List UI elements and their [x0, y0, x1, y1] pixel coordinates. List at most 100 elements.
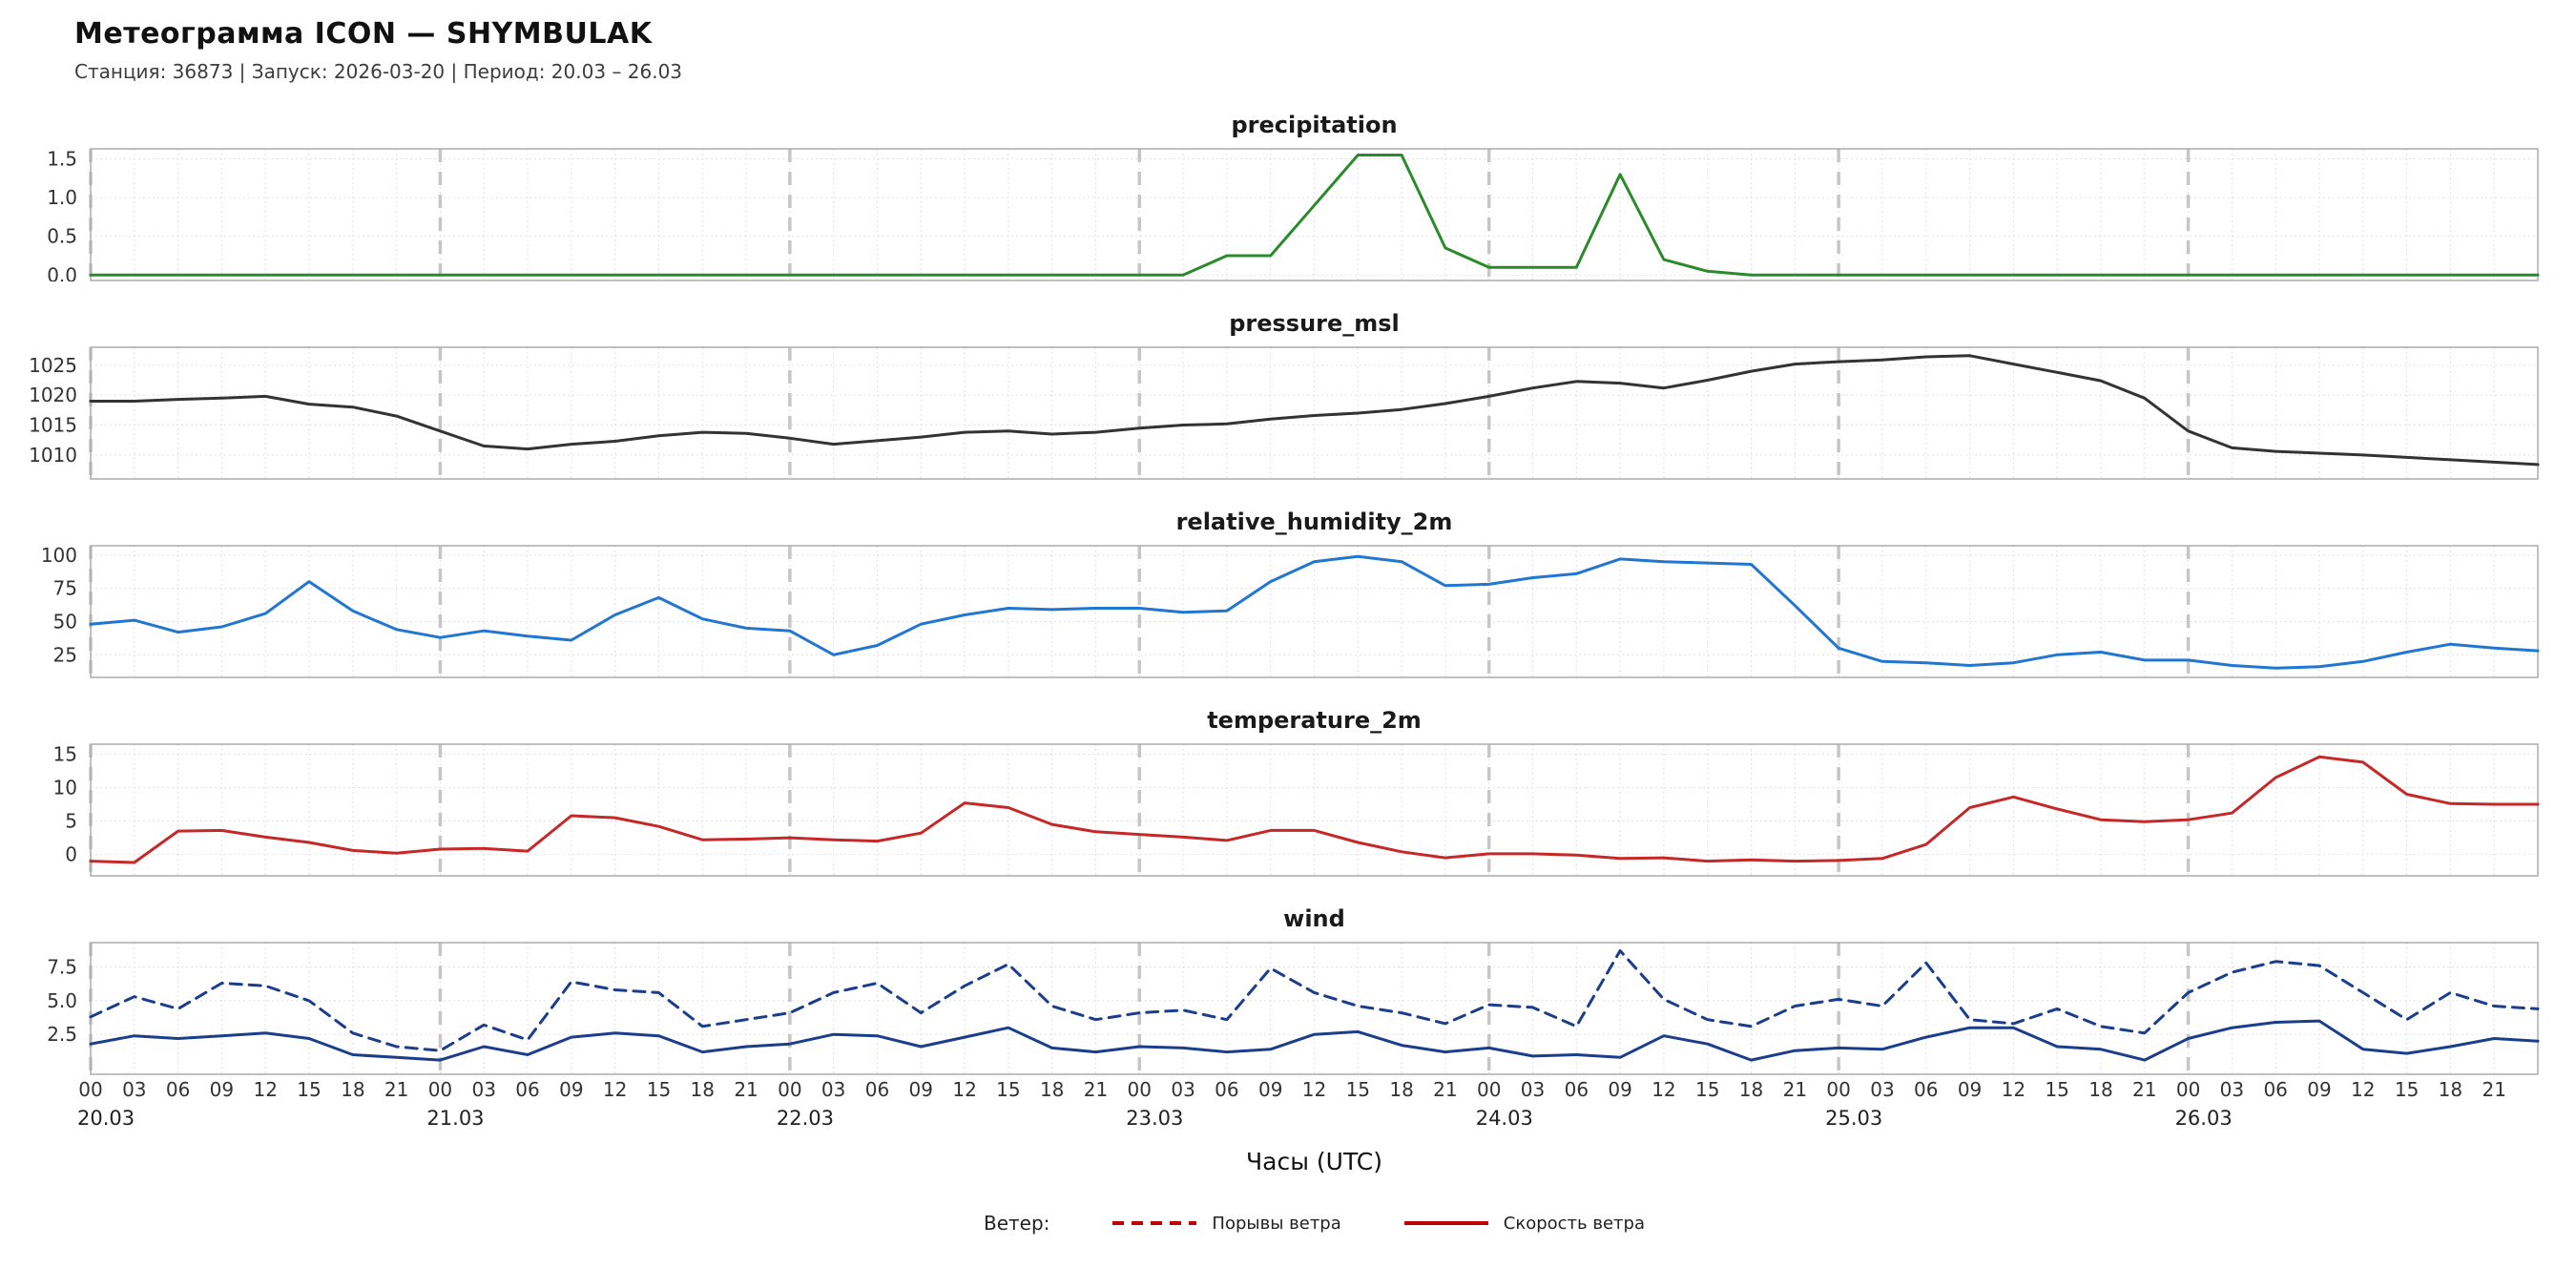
x-tick-label: 03 [1521, 1078, 1545, 1101]
x-tick-label: 18 [341, 1078, 364, 1101]
chart-panel-relative_humidity_2m: relative_humidity_2m 25 50 75 100 [0, 509, 2576, 678]
legend-item-speed: Скорость ветра [1402, 1214, 1645, 1234]
chart-panel-wind: wind 2.5 5.0 7.5 [0, 905, 2576, 1075]
y-tick-label: 1.0 [47, 186, 77, 209]
x-tick-label: 03 [2220, 1078, 2244, 1101]
date-label: 22.03 [777, 1107, 834, 1130]
date-label: 21.03 [426, 1107, 484, 1130]
x-tick-label: 18 [2439, 1078, 2462, 1101]
x-tick-label: 00 [1128, 1078, 1152, 1101]
x-tick-label: 21 [1084, 1078, 1108, 1101]
y-tick-label: 1020 [29, 384, 77, 406]
wind-gusts-line [89, 949, 2540, 1052]
chart-title-wind: wind [1283, 905, 1345, 932]
y-tick-label: 0.5 [47, 225, 77, 248]
x-tick-label: 06 [865, 1078, 889, 1101]
y-tick-label: 50 [53, 610, 77, 633]
panel-border [90, 545, 2539, 678]
y-tick-label: 25 [53, 643, 77, 666]
panel-border [90, 743, 2539, 877]
x-tick-label: 09 [1258, 1078, 1282, 1101]
temperature_2m-plot: 0 5 10 15 [53, 743, 2540, 877]
pressure_msl-plot: 1010 1015 1020 1025 [29, 346, 2540, 480]
x-tick-label: 06 [2263, 1078, 2287, 1101]
chart-panel-pressure_msl: pressure_msl 1010 1015 1020 1025 [0, 310, 2576, 480]
x-tick-label: 12 [2002, 1078, 2025, 1101]
x-tick-label: 21 [1433, 1078, 1457, 1101]
date-label: 26.03 [2175, 1107, 2233, 1130]
date-label: 24.03 [1476, 1107, 1533, 1130]
x-tick-label: 06 [166, 1078, 190, 1101]
x-tick-label: 18 [2088, 1078, 2112, 1101]
x-tick-label: 12 [603, 1078, 627, 1101]
x-tick-label: 18 [1040, 1078, 1064, 1101]
x-tick-label: 00 [2176, 1078, 2200, 1101]
x-tick-label: 21 [384, 1078, 408, 1101]
x-tick-label: 12 [1302, 1078, 1326, 1101]
header: Метеограмма ICON — SHYMBULAK Станция: 36… [0, 0, 2576, 83]
relative_humidity_2m-line [89, 554, 2540, 670]
date-label: 20.03 [77, 1107, 135, 1130]
page-title: Метеограмма ICON — SHYMBULAK [74, 17, 653, 51]
x-tick-label: 09 [2307, 1078, 2331, 1101]
x-tick-label: 09 [909, 1078, 933, 1101]
chart-panel-precipitation: precipitation 0.0 0.5 1.0 1.5 [0, 112, 2576, 281]
x-tick-label: 00 [1826, 1078, 1850, 1101]
y-tick-label: 1.5 [47, 148, 77, 171]
page-subtitle: Станция: 36873 | Запуск: 2026-03-20 | Пе… [74, 60, 683, 83]
x-tick-label: 00 [1477, 1078, 1501, 1101]
y-tick-label: 5.0 [47, 989, 77, 1012]
y-tick-label: 10 [53, 777, 77, 800]
x-tick-label: 21 [2482, 1078, 2505, 1101]
x-tick-label: 03 [1171, 1078, 1195, 1101]
x-tick-label: 03 [1870, 1078, 1894, 1101]
x-tick-label: 09 [210, 1078, 234, 1101]
x-tick-label: 06 [1215, 1078, 1238, 1101]
y-tick-label: 0.0 [47, 263, 77, 281]
x-tick-label: 21 [1783, 1078, 1807, 1101]
panel-border [90, 346, 2539, 480]
y-tick-label: 15 [53, 743, 77, 766]
y-tick-label: 5 [65, 810, 77, 833]
grid [91, 347, 2538, 479]
x-axis-title: Часы (UTC) [1246, 1148, 1382, 1175]
x-axis: 00 03 06 09 12 15 18 21 00 03 06 09 12 15 18 21 00 03 06 09… [77, 1078, 2506, 1130]
x-tick-label: 06 [1565, 1078, 1589, 1101]
y-tick-label: 100 [41, 545, 77, 567]
y-tick-label: 1015 [29, 414, 77, 437]
x-tick-label: 03 [122, 1078, 146, 1101]
x-tick-label: 15 [1695, 1078, 1719, 1101]
precipitation-line [89, 154, 2540, 277]
x-tick-label: 03 [472, 1078, 496, 1101]
x-tick-label: 15 [647, 1078, 671, 1101]
x-tick-label: 15 [996, 1078, 1020, 1101]
x-tick-label: 18 [1389, 1078, 1413, 1101]
relative_humidity_2m-plot: 25 50 75 100 [41, 545, 2540, 678]
y-tick-label: 0 [65, 843, 77, 866]
y-tick-label: 1010 [29, 444, 77, 467]
charts-container: precipitation 0.0 0.5 1.0 1.5 pressure_msl 101… [0, 112, 2576, 1140]
date-label: 25.03 [1825, 1107, 1882, 1130]
x-tick-label: 12 [2351, 1078, 2375, 1101]
y-tick-label: 75 [53, 577, 77, 600]
x-tick-label: 15 [2395, 1078, 2419, 1101]
y-tick-label: 1025 [29, 354, 77, 377]
chart-title-precipitation: precipitation [1231, 112, 1398, 138]
grid [91, 744, 2538, 876]
x-tick-label: 00 [778, 1078, 801, 1101]
x-tick-label: 18 [1739, 1078, 1763, 1101]
temperature_2m-line [89, 755, 2540, 864]
x-tick-label: 15 [297, 1078, 321, 1101]
grid [91, 546, 2538, 677]
x-tick-label: 09 [1608, 1078, 1631, 1101]
x-tick-label: 18 [691, 1078, 715, 1101]
x-tick-label: 12 [952, 1078, 976, 1101]
wind-plot: 2.5 5.0 7.5 [47, 942, 2540, 1075]
legend-label-speed: Скорость ветра [1503, 1213, 1645, 1234]
x-tick-label: 21 [734, 1078, 758, 1101]
y-tick-label: 7.5 [47, 955, 77, 978]
chart-title-temperature_2m: temperature_2m [1207, 707, 1422, 734]
x-tick-label: 06 [1914, 1078, 1938, 1101]
legend-label-gusts: Порывы ветра [1212, 1213, 1341, 1234]
